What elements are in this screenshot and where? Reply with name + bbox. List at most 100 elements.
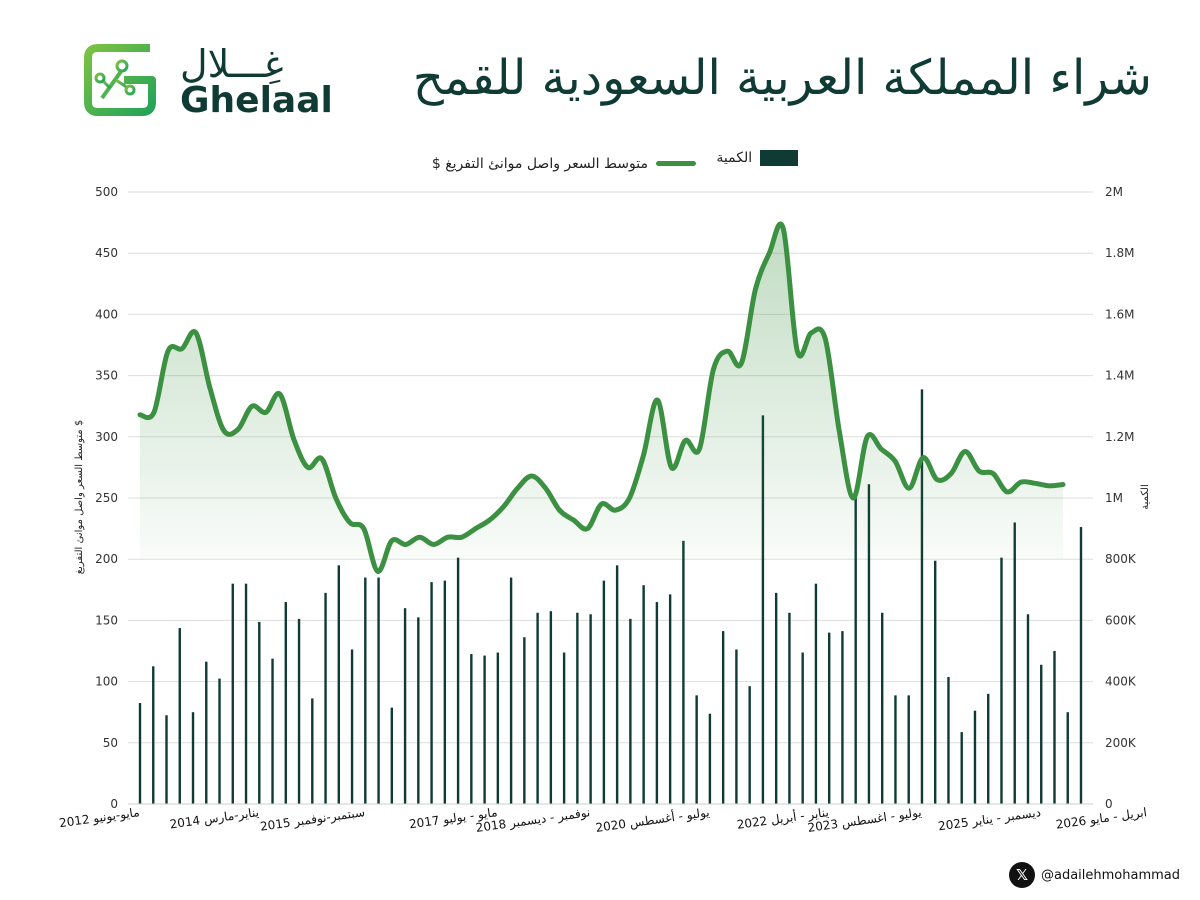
bar [973, 710, 977, 804]
bar [947, 677, 950, 804]
bar [483, 655, 486, 804]
bar [218, 678, 221, 804]
bar [231, 583, 234, 804]
bar [880, 612, 884, 804]
y-right-tick-label: 1.8M [1105, 246, 1134, 260]
bar [576, 612, 579, 804]
bar [801, 652, 804, 804]
y-right-tick-label: 400K [1105, 675, 1137, 689]
y-left-tick-label: 300 [95, 430, 118, 444]
bar [152, 666, 155, 804]
author-handle[interactable]: @adailehmohammad [1040, 867, 1180, 883]
y-left-tick-label: 250 [95, 491, 118, 505]
y-right-tick-label: 1.2M [1105, 430, 1134, 444]
bar [721, 631, 725, 804]
bar [695, 695, 698, 804]
bar [788, 612, 791, 804]
bar [549, 611, 553, 804]
line-area-fill [140, 224, 1063, 572]
bar [907, 695, 910, 804]
y-right-tick-label: 0 [1105, 797, 1113, 811]
bar [774, 592, 778, 804]
x-tick-label: سبتمبر-نوفمبر 2015 [259, 805, 366, 835]
bar [814, 583, 818, 804]
bar [827, 632, 831, 804]
bar [642, 585, 645, 804]
bar [271, 658, 274, 804]
x-logo-icon[interactable]: 𝕏 [1008, 862, 1035, 888]
y-axis-right: 0 200K 400K 600K 800K 1M 1.2M 1.4M 1.6M 1.8M 2M [1105, 185, 1137, 811]
x-tick-label: يوليو - أغسطس 2020 [595, 804, 711, 836]
bar [920, 389, 924, 804]
bar [443, 580, 447, 804]
bar [403, 608, 407, 804]
y-left-tick-label: 350 [95, 369, 118, 383]
legend-item-line: متوسط السعر واصل موانئ التفريغ $ [432, 156, 696, 172]
price-line [137, 221, 1066, 574]
bar [337, 565, 341, 804]
bar [456, 557, 460, 804]
chart-title: شراء المملكة العربية السعودية للقمح [412, 50, 1152, 106]
footer-credit: 𝕏 @adailehmohammad [1008, 862, 1180, 888]
bar [244, 583, 248, 804]
brand-name-english: Ghelaal [180, 80, 333, 121]
legend-bar-label: الكمية [716, 150, 753, 166]
x-axis: مايو-يونيو 2012 يناير-مارس 2014 سبتمبر-نوف… [58, 803, 1148, 836]
bar [1000, 557, 1003, 804]
bar [165, 715, 168, 804]
y-axis-left: 0 50 100 150 200 250 300 350 400 450 500 [95, 185, 118, 811]
y-right-tick-label: 1.6M [1105, 307, 1134, 321]
bar [377, 577, 380, 804]
y-right-tick-label: 200K [1105, 736, 1137, 750]
bar [311, 698, 314, 804]
legend-bar-swatch [760, 150, 799, 166]
bar [682, 540, 685, 804]
y-right-tick-label: 800K [1105, 552, 1137, 566]
y-left-tick-label: 400 [95, 307, 118, 321]
y-left-tick-label: 0 [110, 797, 118, 811]
bar [1053, 651, 1056, 804]
bar [708, 713, 712, 804]
y-left-tick-label: 100 [95, 675, 118, 689]
bar [297, 618, 301, 804]
bar [364, 577, 367, 804]
bar [562, 652, 566, 804]
y-right-tick-label: 1M [1105, 491, 1123, 505]
bar [496, 652, 500, 804]
bar [854, 494, 857, 804]
bar [748, 686, 751, 804]
bar [615, 565, 619, 804]
y-axis-left-label: متوسط السعر واصل موانئ التفريغ $ [74, 420, 85, 574]
y-left-tick-label: 500 [95, 185, 118, 199]
bar [1013, 522, 1016, 804]
bar [867, 484, 871, 804]
legend-line-label: متوسط السعر واصل موانئ التفريغ $ [431, 155, 648, 172]
y-left-tick-label: 450 [95, 246, 118, 260]
bar [894, 695, 897, 804]
bar [523, 637, 526, 804]
bar [430, 582, 433, 804]
y-axis-right-label: الكمية [1140, 484, 1151, 510]
y-left-tick-label: 50 [103, 736, 118, 750]
bar [761, 415, 765, 804]
ghelaal-logo-icon [84, 44, 156, 116]
bar [191, 712, 195, 804]
bar [1040, 664, 1043, 804]
legend-item-bar: الكمية [716, 150, 799, 166]
line-series [137, 221, 1066, 574]
bar [509, 577, 513, 804]
brand-name-arabic: غِـــلال [180, 42, 284, 86]
bar [470, 654, 473, 804]
bar [655, 602, 659, 804]
chart-legend: الكمية متوسط السعر واصل موانئ التفريغ $ [0, 150, 1200, 172]
y-right-tick-label: 600K [1105, 613, 1137, 627]
bar [1026, 614, 1030, 804]
bar [536, 612, 539, 804]
bar-series [138, 389, 1083, 804]
y-right-tick-label: 2M [1105, 185, 1123, 199]
bar [390, 707, 394, 804]
bar [417, 617, 420, 804]
x-tick-label: ابريل - مايو 2026 [1055, 805, 1148, 833]
x-tick-label: ديسمبر - يناير 2025 [937, 805, 1042, 834]
